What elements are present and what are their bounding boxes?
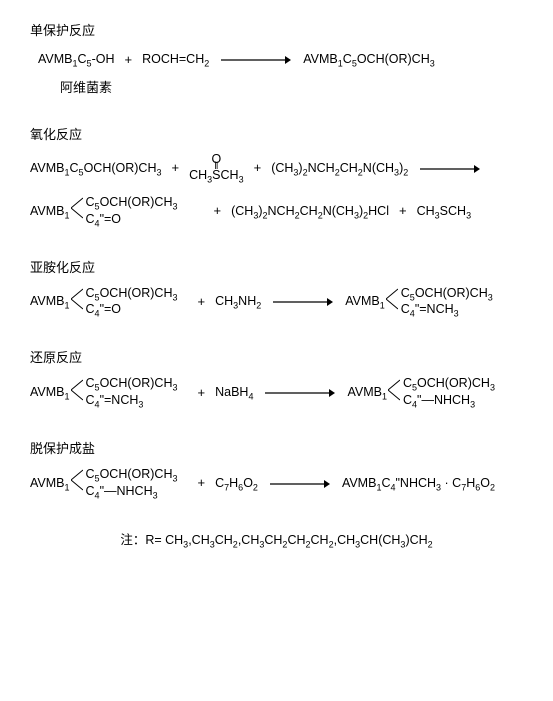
branch-bot: C4"=NCH3 (401, 302, 493, 319)
section-imination: 亚胺化反应 AVMB1 C5OCH(OR)CH3 C4"=O + CH3NH2 … (30, 257, 523, 320)
dmso-formula: CH3SCH3 (189, 169, 244, 185)
branch-top: C5OCH(OR)CH3 (86, 195, 178, 212)
section-deprotection: 脱保护成盐 AVMB1 C5OCH(OR)CH3 C4"—NHCH3 + C7H… (30, 438, 523, 501)
plus-op: + (184, 383, 210, 404)
section-oxidation: 氧化反应 AVMB1C5OCH(OR)CH3 + O ‖ CH3SCH3 + (… (30, 124, 523, 229)
reactant: NaBH4 (215, 382, 253, 404)
branch-top: C5OCH(OR)CH3 (401, 286, 493, 303)
branched-reactant: AVMB1 C5OCH(OR)CH3 C4"=O (30, 286, 178, 320)
branch-top: C5OCH(OR)CH3 (86, 286, 178, 303)
branch-top: C5OCH(OR)CH3 (86, 376, 178, 393)
branch-bot: C4"=O (86, 212, 178, 229)
reaction-line: AVMB1 C5OCH(OR)CH3 C4"=O + CH3NH2 AVMB1 … (30, 286, 523, 320)
branch-lines: C5OCH(OR)CH3 C4"—NHCH3 (403, 376, 495, 410)
reaction-line: AVMB1 C5OCH(OR)CH3 C4"=NCH3 + NaBH4 AVMB… (30, 376, 523, 410)
reactant: AVMB1C5OCH(OR)CH3 (30, 158, 162, 180)
branch-bot: C4"=O (86, 302, 178, 319)
branch-top: C5OCH(OR)CH3 (403, 376, 495, 393)
branch-lines: C5OCH(OR)CH3 C4"—NHCH3 (86, 467, 178, 501)
avmb-label: AVMB1 (345, 291, 385, 313)
section-protection: 单保护反应 AVMB1C5-OH + ROCH=CH2 AVMB1C5OCH(O… (30, 20, 523, 96)
branch-icon (71, 377, 83, 410)
reactant: CH3NH2 (215, 291, 261, 313)
avmb-label: AVMB1 (30, 291, 70, 313)
branch-lines: C5OCH(OR)CH3 C4"=O (86, 286, 178, 320)
branch-bot: C4"—NHCH3 (86, 484, 178, 501)
branched-product: AVMB1 C5OCH(OR)CH3 C4"=NCH3 (345, 286, 493, 320)
reactant: ROCH=CH2 (142, 49, 209, 71)
avmb-label: AVMB1 (30, 382, 70, 404)
reaction-arrow (215, 55, 297, 65)
product: CH3SCH3 (417, 201, 472, 223)
branch-icon (71, 286, 83, 319)
avmb-label: AVMB1 (30, 201, 70, 223)
branched-reactant: AVMB1 C5OCH(OR)CH3 C4"—NHCH3 (30, 467, 178, 501)
section-title: 亚胺化反应 (30, 257, 523, 276)
reaction-arrow (259, 388, 341, 398)
product: AVMB1C5OCH(OR)CH3 (303, 49, 435, 71)
reaction-line: AVMB1 C5OCH(OR)CH3 C4"—NHCH3 + C7H6O2 AV… (30, 467, 523, 501)
branch-icon (71, 195, 83, 228)
plus-op: + (184, 201, 226, 222)
product: AVMB1C4"NHCH3 · C7H6O2 (342, 473, 495, 495)
reaction-line: AVMB1C5-OH + ROCH=CH2 AVMB1C5OCH(OR)CH3 (38, 49, 523, 71)
reactant: C7H6O2 (215, 473, 258, 495)
branch-lines: C5OCH(OR)CH3 C4"=O (86, 195, 178, 229)
dmso-reagent: O ‖ CH3SCH3 (189, 153, 244, 185)
branch-icon (388, 377, 400, 410)
plus-op: + (250, 158, 266, 179)
branch-icon (71, 467, 83, 500)
footnote: 注：R= CH3,CH3CH2,CH3CH2CH2CH2,CH3CH(CH3)C… (30, 529, 523, 550)
section-title: 单保护反应 (30, 20, 523, 39)
avmb-label: AVMB1 (30, 473, 70, 495)
branch-icon (386, 286, 398, 319)
branch-lines: C5OCH(OR)CH3 C4"=NCH3 (86, 376, 178, 410)
branch-bot: C4"=NCH3 (86, 393, 178, 410)
branch-top: C5OCH(OR)CH3 (86, 467, 178, 484)
plus-op: + (120, 50, 136, 71)
branch-lines: C5OCH(OR)CH3 C4"=NCH3 (401, 286, 493, 320)
reaction-arrow (264, 479, 336, 489)
reactant: (CH3)2NCH2CH2N(CH3)2 (271, 158, 408, 180)
branched-product: AVMB1 C5OCH(OR)CH3 C4"=O (30, 195, 178, 229)
branched-reactant: AVMB1 C5OCH(OR)CH3 C4"=NCH3 (30, 376, 178, 410)
reaction-arrow (267, 297, 339, 307)
section-title: 脱保护成盐 (30, 438, 523, 457)
section-reduction: 还原反应 AVMB1 C5OCH(OR)CH3 C4"=NCH3 + NaBH4… (30, 347, 523, 410)
branched-product: AVMB1 C5OCH(OR)CH3 C4"—NHCH3 (347, 376, 495, 410)
avmb-label: AVMB1 (347, 382, 387, 404)
branch-bot: C4"—NHCH3 (403, 393, 495, 410)
plus-op: + (168, 158, 184, 179)
plus-op: + (184, 292, 210, 313)
plus-op: + (184, 473, 210, 494)
reaction-arrow (414, 164, 486, 174)
reaction-line: AVMB1 C5OCH(OR)CH3 C4"=O + (CH3)2NCH2CH2… (30, 195, 523, 229)
reactant: AVMB1C5-OH (38, 49, 114, 71)
section-title: 还原反应 (30, 347, 523, 366)
product: (CH3)2NCH2CH2N(CH3)2HCl (231, 201, 389, 223)
reactant-sublabel: 阿维菌素 (60, 77, 523, 96)
plus-op: + (395, 201, 411, 222)
section-title: 氧化反应 (30, 124, 523, 143)
reaction-line: AVMB1C5OCH(OR)CH3 + O ‖ CH3SCH3 + (CH3)2… (30, 153, 523, 185)
